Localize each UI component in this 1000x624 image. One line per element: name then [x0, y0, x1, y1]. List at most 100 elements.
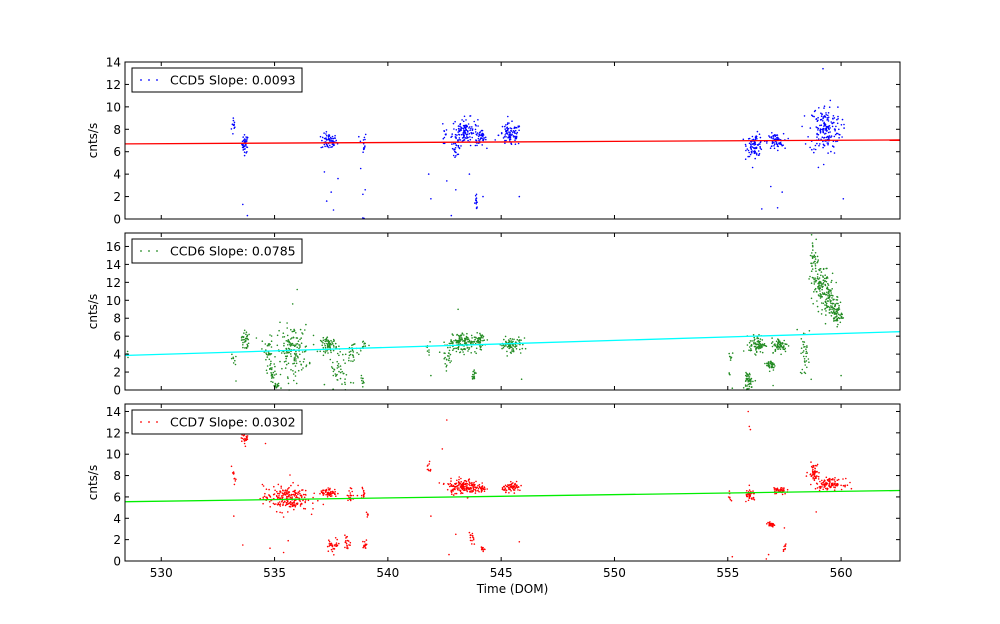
data-point — [470, 345, 473, 348]
data-point — [276, 344, 279, 347]
data-point — [478, 345, 481, 347]
data-point — [751, 151, 753, 154]
data-point — [286, 376, 289, 378]
data-point — [775, 134, 777, 136]
data-point — [294, 354, 297, 356]
data-point — [484, 548, 486, 551]
data-point — [817, 127, 820, 130]
data-point — [825, 136, 828, 139]
y-tick-label: 2 — [113, 190, 121, 204]
data-point — [781, 346, 784, 349]
data-point — [472, 490, 474, 493]
data-point — [265, 352, 267, 354]
data-point — [288, 341, 291, 344]
data-point — [822, 146, 824, 149]
data-point — [518, 336, 520, 338]
data-point — [775, 492, 778, 495]
data-point — [266, 372, 269, 374]
data-point — [335, 495, 337, 498]
data-point — [469, 490, 472, 493]
data-point — [814, 289, 816, 291]
data-point — [751, 150, 753, 152]
data-point — [760, 148, 763, 151]
data-point — [827, 292, 829, 295]
data-point — [480, 491, 483, 493]
data-point — [770, 360, 772, 363]
data-point — [512, 487, 514, 490]
data-point — [766, 142, 768, 144]
data-point — [816, 463, 819, 466]
data-point — [513, 126, 516, 128]
data-point — [283, 336, 286, 338]
data-point — [818, 489, 821, 492]
data-point — [291, 493, 293, 496]
ccd6-legend-label: CCD6 Slope: 0.0785 — [170, 244, 296, 259]
data-point — [831, 484, 834, 486]
data-point — [283, 342, 285, 345]
data-point — [775, 142, 778, 144]
data-point — [754, 379, 757, 382]
data-point — [512, 130, 515, 132]
data-point — [289, 502, 291, 504]
outlier-point — [235, 380, 237, 382]
data-point — [293, 359, 296, 362]
data-point — [727, 496, 730, 498]
data-point — [452, 334, 454, 337]
data-point — [276, 383, 279, 386]
legend-box — [131, 67, 303, 93]
data-point — [760, 346, 763, 348]
data-point — [295, 360, 297, 362]
data-point — [849, 481, 851, 484]
data-point — [822, 120, 824, 122]
y-tick-label: 6 — [113, 490, 121, 504]
y-tick-label: 14 — [106, 258, 121, 272]
data-point — [818, 107, 820, 109]
data-point — [326, 494, 329, 496]
data-point — [767, 365, 770, 367]
data-point — [285, 340, 288, 342]
data-point — [744, 158, 747, 160]
y-tick-label: 0 — [113, 555, 121, 569]
data-point — [831, 294, 833, 297]
data-point — [446, 355, 449, 357]
data-point — [366, 514, 369, 516]
data-point — [477, 484, 479, 487]
data-point — [469, 539, 472, 542]
data-point — [834, 484, 837, 487]
data-point — [466, 338, 469, 341]
data-point — [468, 339, 471, 342]
data-point — [482, 135, 484, 137]
y-tick-label: 14 — [106, 56, 121, 70]
data-point — [266, 497, 269, 500]
data-point — [772, 137, 774, 140]
data-point — [294, 505, 297, 508]
data-point — [438, 482, 441, 484]
data-point — [810, 297, 813, 300]
data-point — [829, 306, 831, 309]
data-point — [285, 363, 288, 366]
data-point — [329, 358, 332, 361]
data-point — [477, 337, 479, 340]
data-point — [466, 332, 468, 335]
data-point — [312, 496, 314, 499]
data-point — [756, 138, 758, 140]
data-point — [338, 354, 340, 357]
data-point — [458, 487, 460, 489]
data-point — [450, 360, 453, 362]
data-point — [284, 355, 287, 358]
data-point — [783, 545, 785, 548]
data-point — [834, 305, 836, 307]
data-point — [334, 134, 336, 137]
data-point — [339, 351, 342, 353]
data-point — [834, 480, 836, 483]
data-point — [450, 483, 453, 486]
data-point — [754, 338, 756, 341]
data-point — [428, 463, 431, 465]
data-point — [806, 345, 808, 347]
data-point — [750, 377, 753, 380]
data-point — [271, 376, 274, 378]
data-point — [361, 382, 364, 385]
data-point — [504, 134, 507, 136]
data-point — [457, 146, 460, 148]
